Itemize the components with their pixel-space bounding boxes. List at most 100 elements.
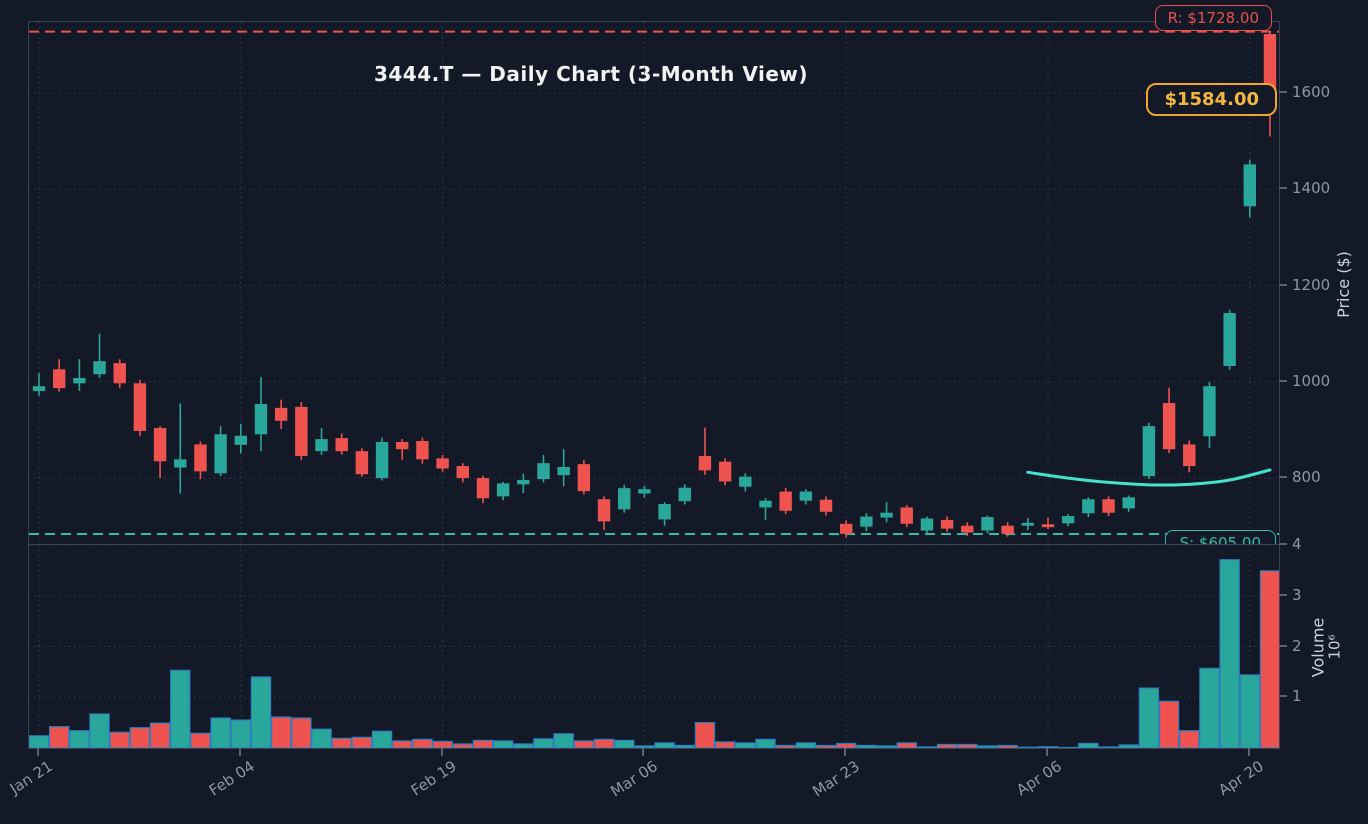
candle-body: [1122, 497, 1135, 509]
volume-bar: [311, 728, 332, 748]
last-price-label: $1584.00: [1146, 83, 1277, 116]
candle-body: [961, 525, 974, 533]
candle-body: [1001, 525, 1014, 534]
volume-bar: [856, 744, 877, 748]
price-tick-label: 1600: [1292, 83, 1331, 102]
candle-body: [1061, 516, 1075, 524]
volume-bar: [815, 744, 837, 748]
volume-bar: [250, 676, 272, 748]
candle-body: [254, 403, 268, 435]
candle-body: [315, 439, 328, 452]
trend-curve: [1026, 468, 1272, 487]
candle-body: [1203, 386, 1216, 437]
x-tick-mark: [238, 748, 241, 756]
candle-body: [416, 441, 429, 460]
candle-body: [900, 507, 913, 524]
volume-bar: [1199, 667, 1220, 748]
candle-body: [1102, 499, 1115, 513]
candle-body: [1183, 444, 1196, 467]
candle-body: [819, 499, 833, 512]
volume-bar: [1118, 744, 1139, 748]
volume-bar: [1057, 746, 1079, 748]
price-tick-mark: [1279, 476, 1287, 479]
volume-bar: [89, 713, 110, 748]
volume-bar: [1239, 674, 1260, 748]
volume-bar: [936, 743, 958, 748]
candle-body: [840, 523, 853, 534]
candle-body: [577, 464, 591, 492]
candle-body: [274, 407, 288, 421]
price-tick-mark: [1279, 187, 1287, 190]
price-tick-label: 800: [1292, 468, 1321, 487]
volume-bar: [735, 742, 756, 748]
x-tick-label: Feb 04: [205, 757, 258, 800]
support-label: S: $605.00: [1164, 530, 1276, 544]
volume-tick-mark: [1279, 593, 1287, 596]
candle-body: [93, 361, 106, 375]
volume-bar: [149, 722, 171, 748]
candle-body: [355, 451, 369, 475]
volume-tick-label: 3: [1292, 585, 1302, 604]
volume-bar: [331, 737, 352, 748]
x-tick-label: Mar 06: [607, 757, 662, 801]
candle-body: [860, 516, 873, 527]
candle-body: [214, 434, 227, 474]
resistance-label: R: $1728.00: [1154, 5, 1272, 31]
candle-body: [698, 455, 712, 471]
volume-tick-mark: [1279, 644, 1287, 647]
x-tick-mark: [1046, 748, 1048, 756]
volume-bar: [1078, 742, 1099, 748]
candle-body: [436, 458, 449, 469]
candle-body: [52, 369, 66, 389]
candle-body: [920, 518, 934, 531]
candle-body: [335, 438, 348, 452]
volume-bar: [472, 739, 494, 748]
candle-body: [496, 483, 510, 497]
candle-body: [779, 491, 792, 511]
candle-body: [375, 442, 389, 479]
volume-bar: [29, 735, 50, 748]
candle-body: [133, 383, 147, 431]
x-tick-label: Feb 19: [407, 757, 460, 800]
x-tick-label: Apr 20: [1215, 757, 1267, 800]
volume-bar: [916, 746, 938, 748]
volume-bar: [190, 732, 211, 748]
volume-bar: [573, 740, 595, 748]
candle-body: [557, 467, 570, 476]
candle-body: [880, 512, 893, 518]
x-tick-mark: [37, 748, 39, 756]
volume-bar: [48, 726, 70, 748]
candle-body: [739, 476, 752, 487]
x-tick-mark: [440, 748, 443, 756]
candle-body: [940, 519, 954, 529]
volume-bar: [533, 738, 554, 748]
price-tick-label: 1200: [1292, 275, 1331, 294]
candle-body: [718, 461, 732, 482]
candle-body: [1243, 164, 1256, 207]
volume-bar: [371, 730, 393, 748]
candle-body: [476, 478, 490, 499]
volume-bar: [957, 743, 978, 748]
candle-body: [1223, 313, 1236, 366]
volume-bar: [694, 722, 716, 748]
price-tick-label: 1000: [1292, 371, 1331, 390]
candle-body: [759, 500, 772, 508]
volume-bar: [553, 733, 574, 748]
volume-bar: [291, 717, 312, 748]
volume-bar: [775, 744, 796, 748]
volume-bar: [69, 730, 90, 748]
candle-body: [113, 363, 126, 384]
x-tick-mark: [1247, 748, 1250, 756]
chart-title: 3444.T — Daily Chart (3-Month View): [373, 62, 809, 86]
candle-body: [174, 459, 187, 468]
volume-bar: [997, 744, 1018, 748]
volume-tick-label: 2: [1292, 636, 1302, 655]
volume-bar: [714, 741, 736, 748]
volume-panel: [28, 544, 1280, 749]
candle-body: [1082, 499, 1095, 514]
volume-bar: [896, 742, 917, 748]
candle-body: [32, 386, 46, 392]
candle-body: [1162, 403, 1176, 450]
volume-bar: [1219, 559, 1240, 748]
